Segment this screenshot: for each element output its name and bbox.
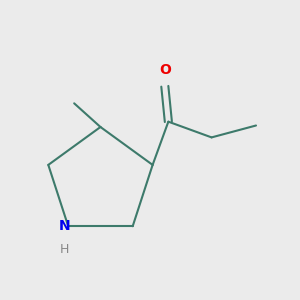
Text: H: H	[60, 243, 69, 256]
Text: N: N	[59, 219, 70, 233]
Text: O: O	[159, 63, 171, 77]
